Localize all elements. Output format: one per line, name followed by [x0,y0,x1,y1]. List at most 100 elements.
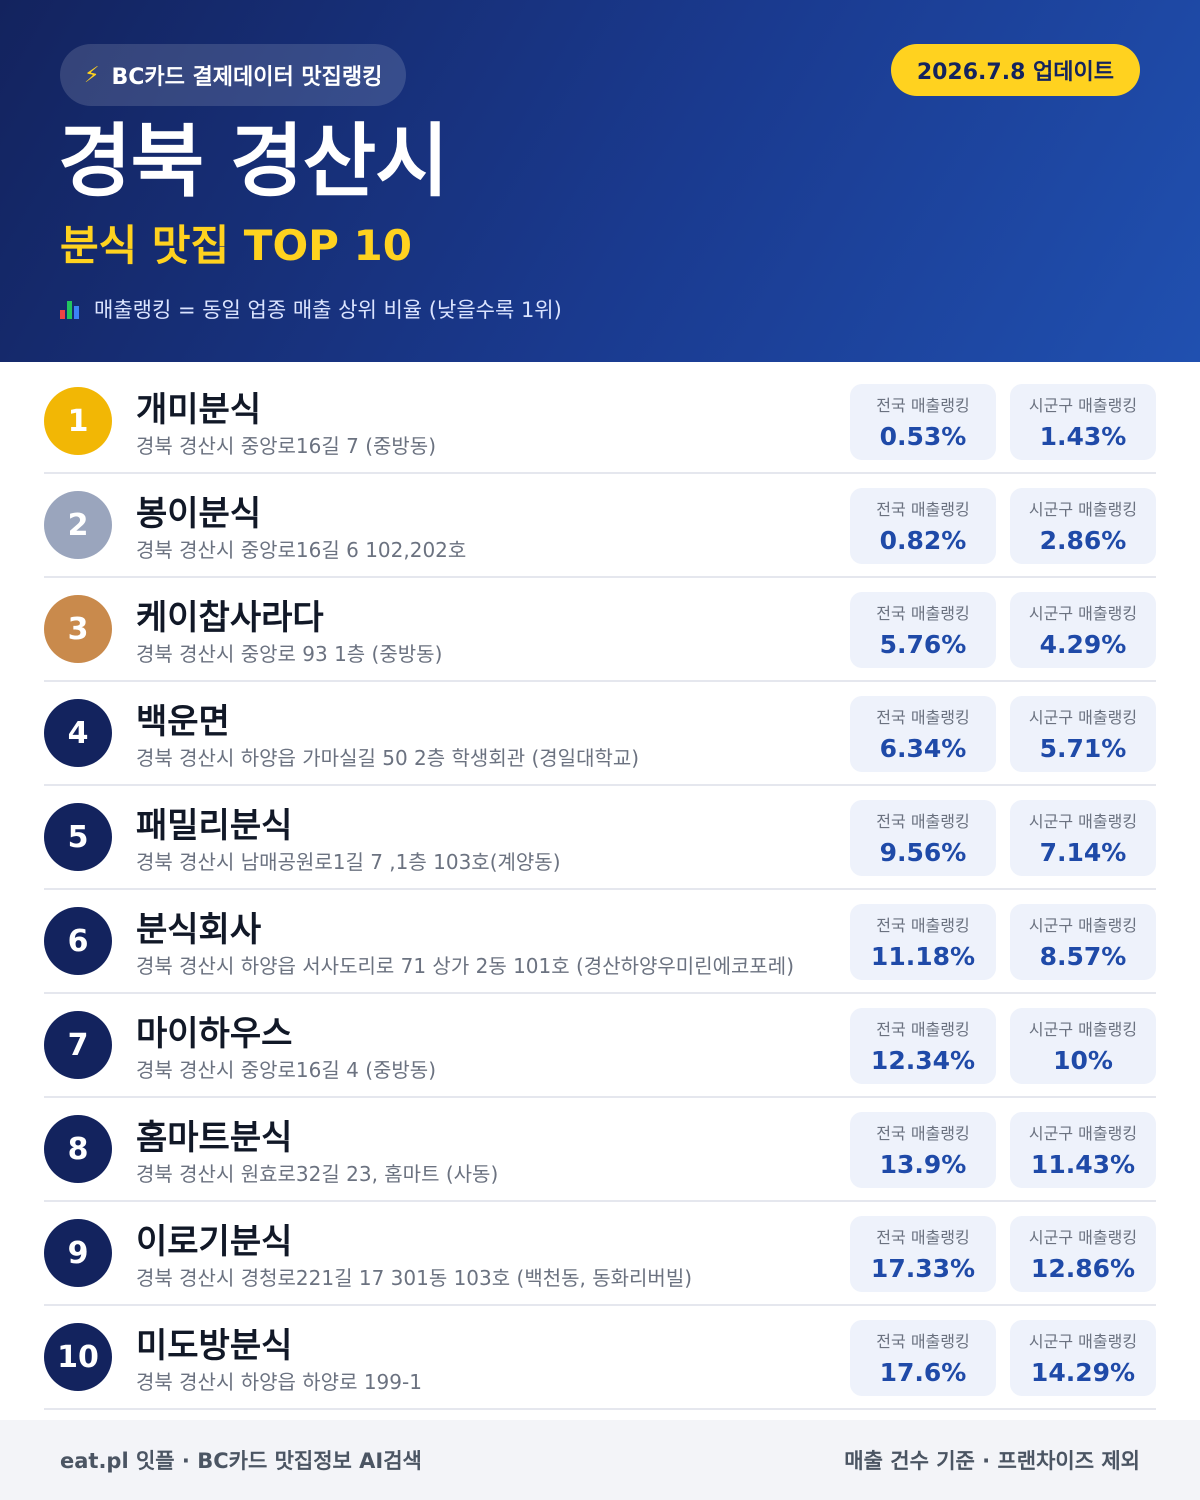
list-item[interactable]: 2 봉이분식 경북 경산시 중앙로16길 6 102,202호 전국 매출랭킹 0… [44,474,1156,578]
national-rank-label: 전국 매출랭킹 [876,916,970,935]
footer-criteria: 매출 건수 기준 · 프랜차이즈 제외 [844,1449,1140,1473]
national-rank-label: 전국 매출랭킹 [876,500,970,519]
list-item[interactable]: 9 이로기분식 경북 경산시 경청로221길 17 301동 103호 (백천동… [44,1202,1156,1306]
restaurant-address: 경북 경산시 경청로221길 17 301동 103호 (백천동, 동화리버빌) [136,1266,693,1290]
national-rank-card: 전국 매출랭킹 5.76% [850,592,996,668]
regional-rank-card: 시군구 매출랭킹 10% [1010,1008,1156,1084]
restaurant-address: 경북 경산시 중앙로16길 6 102,202호 [136,538,467,562]
national-rank-card: 전국 매출랭킹 11.18% [850,904,996,980]
restaurant-address: 경북 경산시 중앙로16길 7 (중방동) [136,434,437,458]
regional-rank-label: 시군구 매출랭킹 [1028,812,1138,831]
regional-rank-value: 8.57% [1039,942,1127,971]
footer-source: eat.pl 잇플 · BC카드 맛집정보 AI검색 [60,1449,422,1473]
regional-rank-card: 시군구 매출랭킹 14.29% [1010,1320,1156,1396]
restaurant-address: 경북 경산시 남매공원로1길 7 ,1층 103호(계양동) [136,850,561,874]
national-rank-value: 12.34% [870,1046,976,1075]
national-rank-value: 17.33% [870,1254,976,1283]
restaurant-name: 홈마트분식 [136,1118,293,1158]
regional-rank-value: 11.43% [1030,1150,1136,1179]
national-rank-value: 0.82% [879,526,967,555]
regional-rank-label: 시군구 매출랭킹 [1028,708,1138,727]
restaurant-list: 1 개미분식 경북 경산시 중앙로16길 7 (중방동) 전국 매출랭킹 0.53… [44,370,1156,1410]
restaurant-name: 케이찹사라다 [136,598,324,638]
national-rank-label: 전국 매출랭킹 [876,604,970,623]
rank-badge: 6 [44,907,112,975]
rank-badge: 5 [44,803,112,871]
national-rank-card: 전국 매출랭킹 6.34% [850,696,996,772]
regional-rank-value: 1.43% [1039,422,1127,451]
list-item[interactable]: 4 백운면 경북 경산시 하양읍 가마실길 50 2층 학생회관 (경일대학교)… [44,682,1156,786]
national-rank-card: 전국 매출랭킹 9.56% [850,800,996,876]
page-title: 경북 경산시 [58,115,449,208]
regional-rank-label: 시군구 매출랭킹 [1028,500,1138,519]
regional-rank-value: 4.29% [1039,630,1127,659]
national-rank-card: 전국 매출랭킹 0.53% [850,384,996,460]
regional-rank-card: 시군구 매출랭킹 11.43% [1010,1112,1156,1188]
restaurant-address: 경북 경산시 하양읍 하양로 199-1 [136,1370,422,1394]
national-rank-label: 전국 매출랭킹 [876,396,970,415]
brand-label: BC카드 결제데이터 맛집랭킹 [111,65,383,90]
bar-chart-icon [60,299,82,319]
regional-rank-card: 시군구 매출랭킹 2.86% [1010,488,1156,564]
rank-badge: 4 [44,699,112,767]
rank-badge: 1 [44,387,112,455]
national-rank-label: 전국 매출랭킹 [876,1228,970,1247]
rank-badge: 7 [44,1011,112,1079]
restaurant-name: 백운면 [136,702,230,742]
regional-rank-label: 시군구 매출랭킹 [1028,1020,1138,1039]
lightning-icon: ⚡ [84,62,100,88]
rank-badge: 3 [44,595,112,663]
regional-rank-label: 시군구 매출랭킹 [1028,1228,1138,1247]
restaurant-name: 미도방분식 [136,1326,293,1366]
regional-rank-label: 시군구 매출랭킹 [1028,604,1138,623]
rank-badge: 10 [44,1323,112,1391]
national-rank-label: 전국 매출랭킹 [876,1020,970,1039]
regional-rank-value: 12.86% [1030,1254,1136,1283]
regional-rank-value: 10% [1053,1046,1113,1075]
list-item[interactable]: 3 케이찹사라다 경북 경산시 중앙로 93 1층 (중방동) 전국 매출랭킹 5… [44,578,1156,682]
regional-rank-label: 시군구 매출랭킹 [1028,396,1138,415]
restaurant-name: 봉이분식 [136,494,262,534]
national-rank-value: 11.18% [870,942,976,971]
restaurant-name: 마이하우스 [136,1014,293,1054]
restaurant-name: 분식회사 [136,910,262,950]
restaurant-address: 경북 경산시 중앙로16길 4 (중방동) [136,1058,437,1082]
restaurant-name: 개미분식 [136,390,262,430]
national-rank-value: 9.56% [879,838,967,867]
national-rank-card: 전국 매출랭킹 0.82% [850,488,996,564]
regional-rank-label: 시군구 매출랭킹 [1028,1124,1138,1143]
list-item[interactable]: 8 홈마트분식 경북 경산시 원효로32길 23, 홈마트 (사동) 전국 매출… [44,1098,1156,1202]
restaurant-name: 패밀리분식 [136,806,293,846]
national-rank-card: 전국 매출랭킹 13.9% [850,1112,996,1188]
regional-rank-card: 시군구 매출랭킹 12.86% [1010,1216,1156,1292]
note-text: 매출랭킹 = 동일 업종 매출 상위 비율 (낮을수록 1위) [94,298,562,322]
rank-badge: 2 [44,491,112,559]
regional-rank-label: 시군구 매출랭킹 [1028,1332,1138,1351]
update-date: 2026.7.8 업데이트 [916,60,1114,85]
list-item[interactable]: 7 마이하우스 경북 경산시 중앙로16길 4 (중방동) 전국 매출랭킹 12.… [44,994,1156,1098]
footer: eat.pl 잇플 · BC카드 맛집정보 AI검색 매출 건수 기준 · 프랜… [0,1420,1200,1500]
national-rank-label: 전국 매출랭킹 [876,1124,970,1143]
national-rank-value: 17.6% [879,1358,967,1387]
list-item[interactable]: 10 미도방분식 경북 경산시 하양읍 하양로 199-1 전국 매출랭킹 17.… [44,1306,1156,1410]
national-rank-card: 전국 매출랭킹 17.6% [850,1320,996,1396]
regional-rank-label: 시군구 매출랭킹 [1028,916,1138,935]
national-rank-value: 0.53% [879,422,967,451]
regional-rank-value: 7.14% [1039,838,1127,867]
restaurant-address: 경북 경산시 하양읍 서사도리로 71 상가 2동 101호 (경산하양우미린에… [136,954,795,978]
list-item[interactable]: 1 개미분식 경북 경산시 중앙로16길 7 (중방동) 전국 매출랭킹 0.53… [44,370,1156,474]
list-item[interactable]: 6 분식회사 경북 경산시 하양읍 서사도리로 71 상가 2동 101호 (경… [44,890,1156,994]
list-item[interactable]: 5 패밀리분식 경북 경산시 남매공원로1길 7 ,1층 103호(계양동) 전… [44,786,1156,890]
national-rank-value: 13.9% [879,1150,967,1179]
national-rank-value: 6.34% [879,734,967,763]
page-subtitle: 분식 맛집 TOP 10 [60,221,413,270]
national-rank-value: 5.76% [879,630,967,659]
regional-rank-card: 시군구 매출랭킹 5.71% [1010,696,1156,772]
brand-badge: ⚡ BC카드 결제데이터 맛집랭킹 [60,44,407,106]
regional-rank-card: 시군구 매출랭킹 8.57% [1010,904,1156,980]
regional-rank-value: 2.86% [1039,526,1127,555]
header-banner: ⚡ BC카드 결제데이터 맛집랭킹 2026.7.8 업데이트 경북 경산시 분… [0,0,1200,362]
national-rank-card: 전국 매출랭킹 12.34% [850,1008,996,1084]
national-rank-label: 전국 매출랭킹 [876,1332,970,1351]
ranking-note: 매출랭킹 = 동일 업종 매출 상위 비율 (낮을수록 1위) [60,294,562,324]
